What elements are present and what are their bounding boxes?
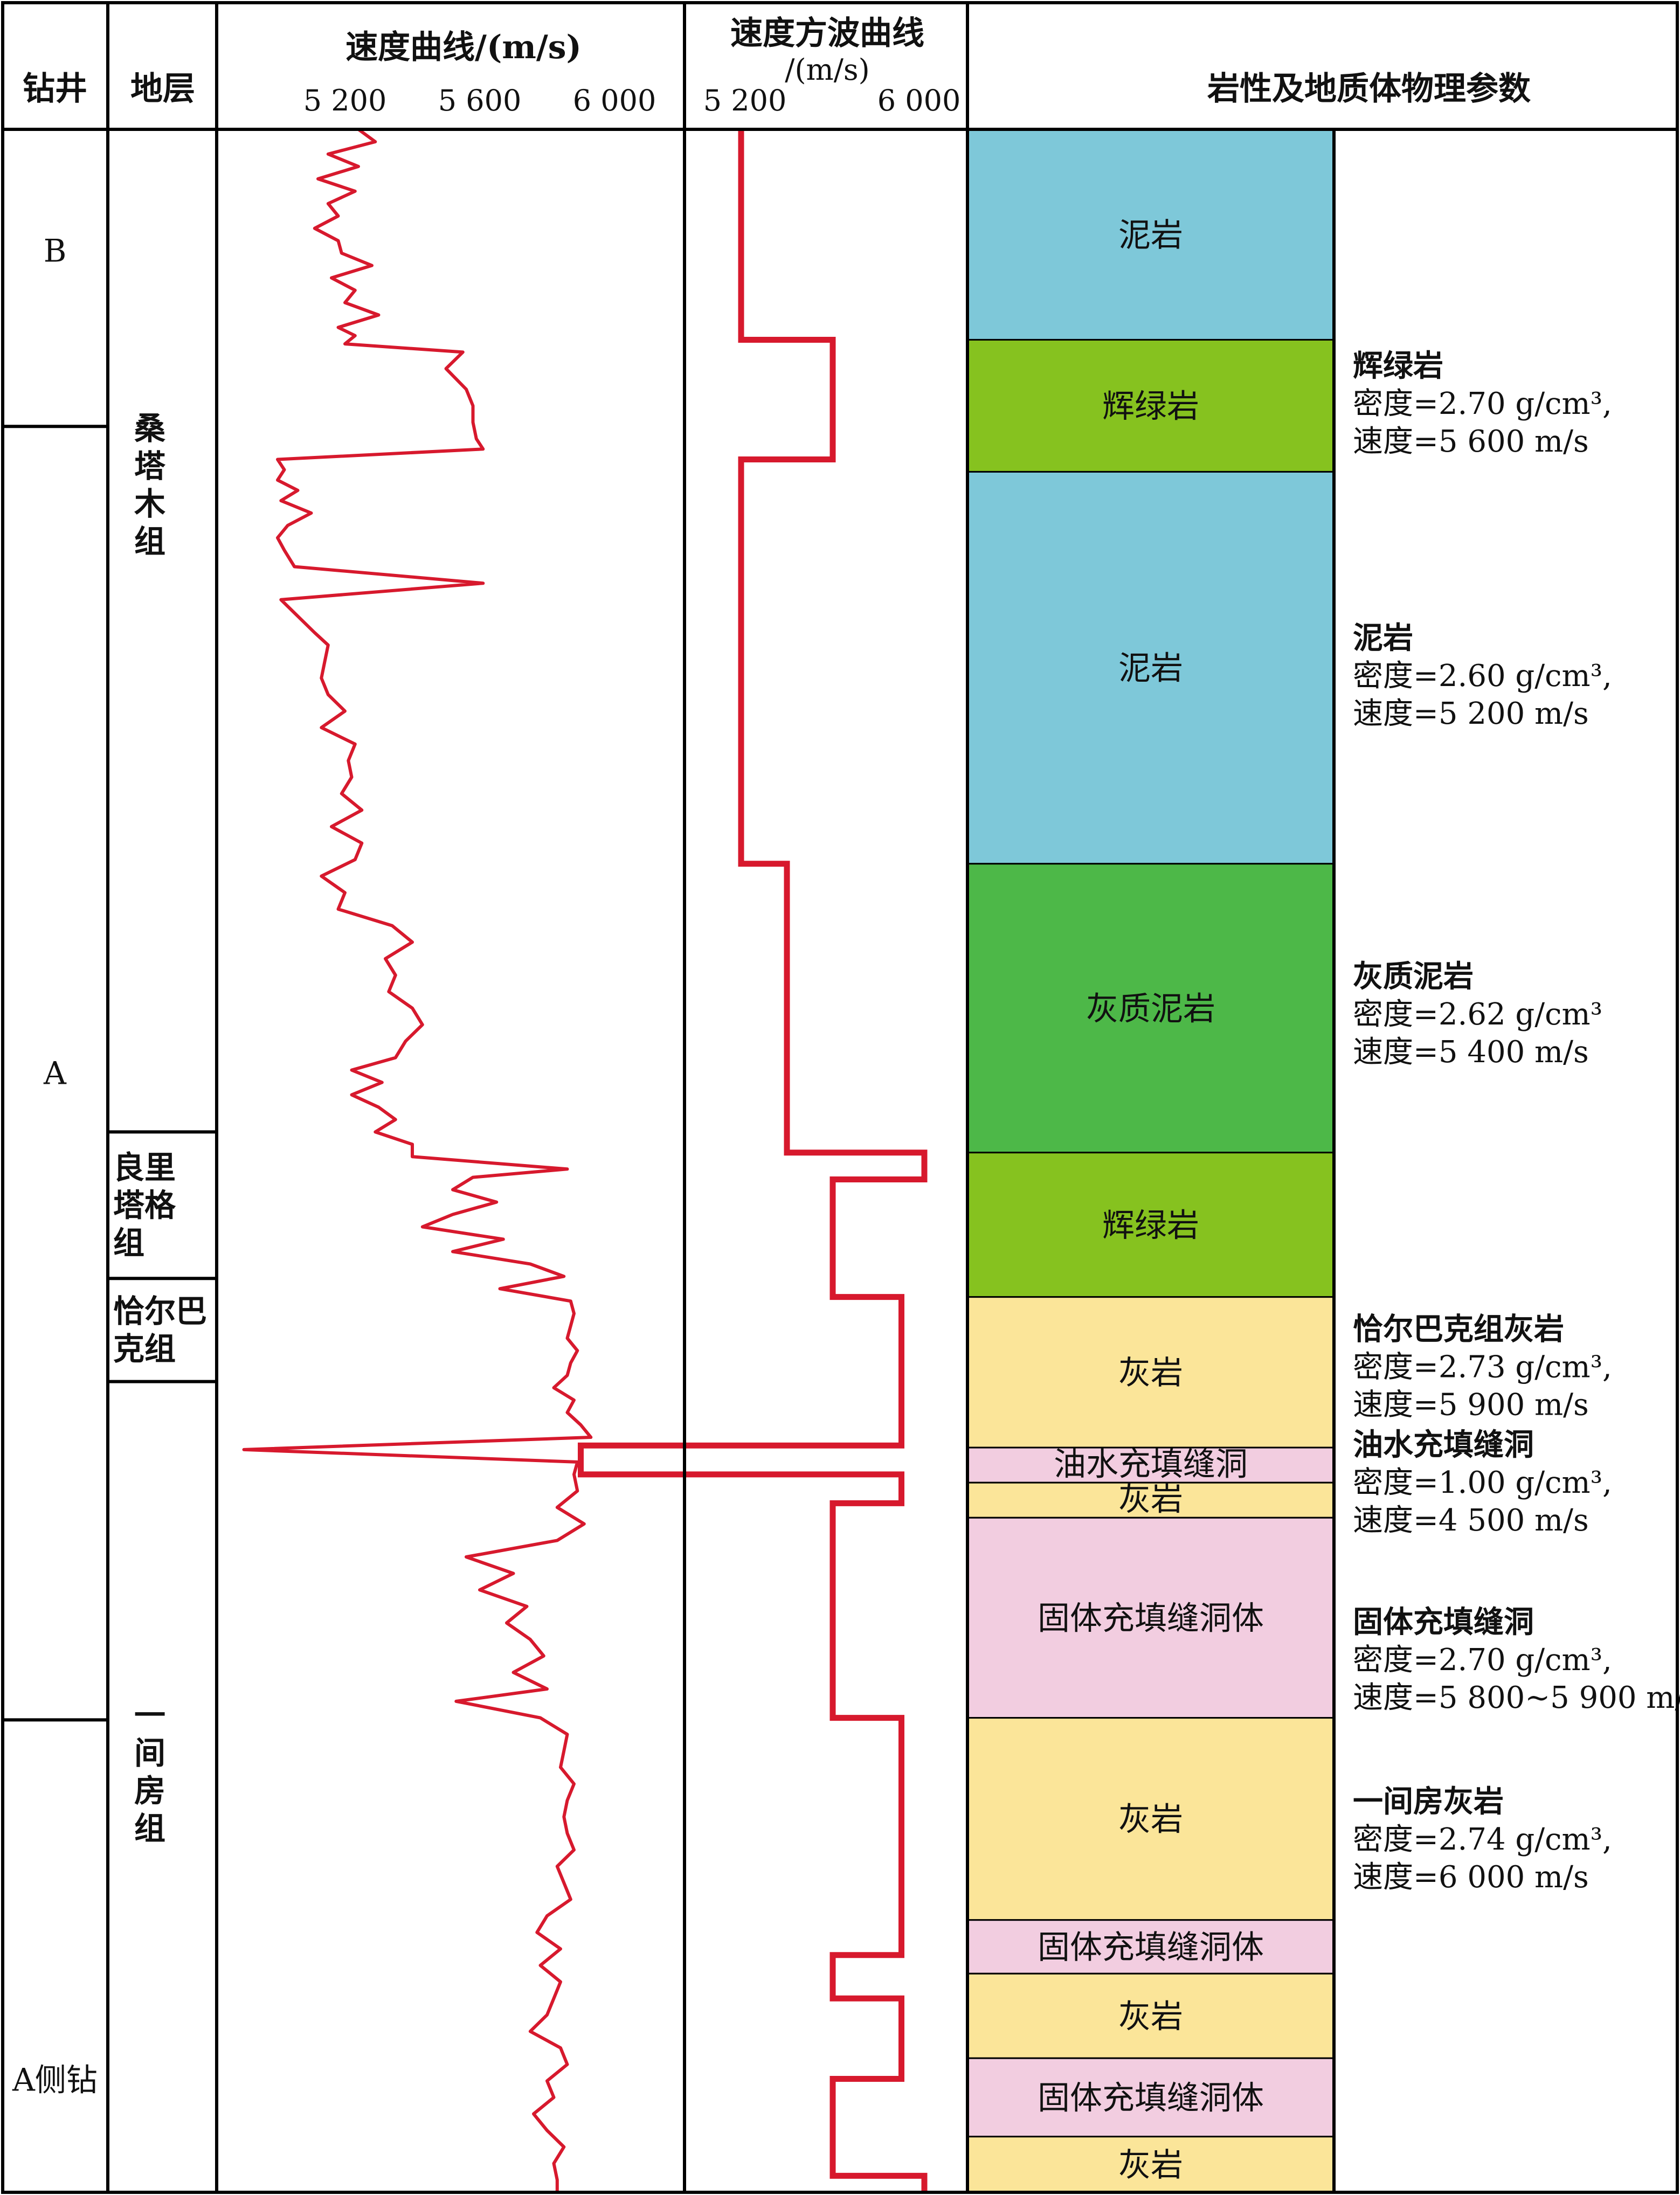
formation-label: 一 [134,1697,165,1734]
parameter-text: 速度=5 200 m/s [1353,696,1589,731]
lithology-label: 灰岩 [1118,1998,1183,2035]
lithology-block [966,1919,1335,1975]
parameter-text: 速度=5 400 m/s [1353,1035,1589,1070]
parameter-text: 速度=6 000 m/s [1353,1860,1589,1895]
parameter-text: 泥岩 [1353,620,1413,656]
formation-label: 间 [134,1735,165,1771]
lithology-block [966,1517,1335,1719]
lithology-block [966,1296,1335,1449]
header-props-title: 岩性及地质体物理参数 [1207,70,1531,108]
parameter-text: 速度=4 500 m/s [1353,1503,1589,1538]
lithology-label: 泥岩 [1118,217,1183,254]
parameter-text: 灰质泥岩 [1353,959,1474,994]
header-well: 钻井 [23,70,87,108]
well-label: A侧钻 [12,2062,98,2099]
header-curve2-title-1: 速度方波曲线 [730,15,924,52]
parameter-text: 固体充填缝洞 [1353,1604,1534,1640]
lithology-label: 灰质泥岩 [1086,990,1215,1028]
formation-label: 组 [113,1224,144,1261]
formation-label: 组 [134,1810,165,1847]
lithology-label: 固体充填缝洞体 [1038,1600,1264,1638]
parameter-text: 密度=2.70 g/cm³, [1353,1643,1612,1678]
parameter-text: 辉绿岩 [1353,348,1443,384]
parameter-text: 速度=5 600 m/s [1353,424,1589,459]
parameter-text: 密度=2.60 g/cm³, [1353,659,1612,694]
parameter-text: 密度=2.74 g/cm³, [1353,1822,1612,1857]
parameter-text: 密度=2.70 g/cm³, [1353,386,1612,421]
well-label: B [44,233,67,269]
formation-label: 木 [134,486,165,522]
lithology-label: 灰岩 [1118,1801,1183,1839]
parameter-text: 油水充填缝洞 [1353,1427,1534,1463]
formation-label: 塔 [134,448,166,484]
formation-label: 恰尔巴 [113,1293,207,1330]
curve-tracks [242,128,928,2192]
lithology-label: 灰岩 [1118,1354,1183,1392]
header-strata: 地层 [130,70,195,108]
lithology-label: 灰岩 [1118,1480,1183,1518]
header-curve1-tick-2: 5 600 [438,84,522,117]
formation-label: 良里 [113,1149,176,1186]
header-curve2-title-2: /(m/s) [785,53,869,87]
lithology-label: 灰岩 [1118,2146,1183,2184]
parameter-text: 恰尔巴克组灰岩 [1353,1312,1564,1347]
parameter-text: 密度=1.00 g/cm³, [1353,1465,1612,1500]
parameter-text: 速度=5 800~5 900 m/s [1353,1680,1680,1715]
header-curve1-title: 速度曲线/(m/s) [345,29,582,66]
lithology-label: 固体充填缝洞体 [1038,1929,1264,1967]
header-curve2-tick-2: 6 000 [877,84,961,117]
formation-label: 组 [134,523,165,560]
parameter-text: 一间房灰岩 [1353,1784,1504,1819]
lithology-block [966,1152,1335,1298]
lithology-block [966,1446,1335,1484]
header-curve1-tick-3: 6 000 [573,84,656,117]
lithology-label: 固体充填缝洞体 [1038,2080,1264,2117]
lithology-block [966,470,1335,865]
parameter-text: 密度=2.73 g/cm³, [1353,1350,1612,1385]
well-column: B A A侧钻 [3,233,108,2099]
lithology-block [966,1717,1335,1921]
header-curve2-tick-1: 5 200 [703,84,787,117]
header-curve1-tick-1: 5 200 [303,84,387,117]
well-label: A [43,1055,67,1091]
lithology-column: 泥岩辉绿岩泥岩灰质泥岩辉绿岩灰岩油水充填缝洞灰岩固体充填缝洞体灰岩固体充填缝洞体… [966,128,1335,2193]
lithology-label: 辉绿岩 [1102,1207,1199,1244]
lithology-label: 辉绿岩 [1102,388,1199,426]
formation-label: 塔格 [113,1187,176,1223]
formation-label: 房 [134,1772,165,1809]
lithology-block [966,863,1335,1154]
formation-label: 桑 [134,410,165,447]
velocity-curve [242,128,593,2192]
parameter-text: 密度=2.62 g/cm³ [1353,997,1602,1032]
formation-label: 克组 [113,1331,176,1367]
velocity-square-wave [578,129,928,2192]
parameter-text: 速度=5 900 m/s [1353,1388,1589,1423]
lithology-block [966,128,1335,341]
lithology-label: 泥岩 [1118,650,1183,688]
lithology-label: 油水充填缝洞 [1054,1445,1248,1483]
